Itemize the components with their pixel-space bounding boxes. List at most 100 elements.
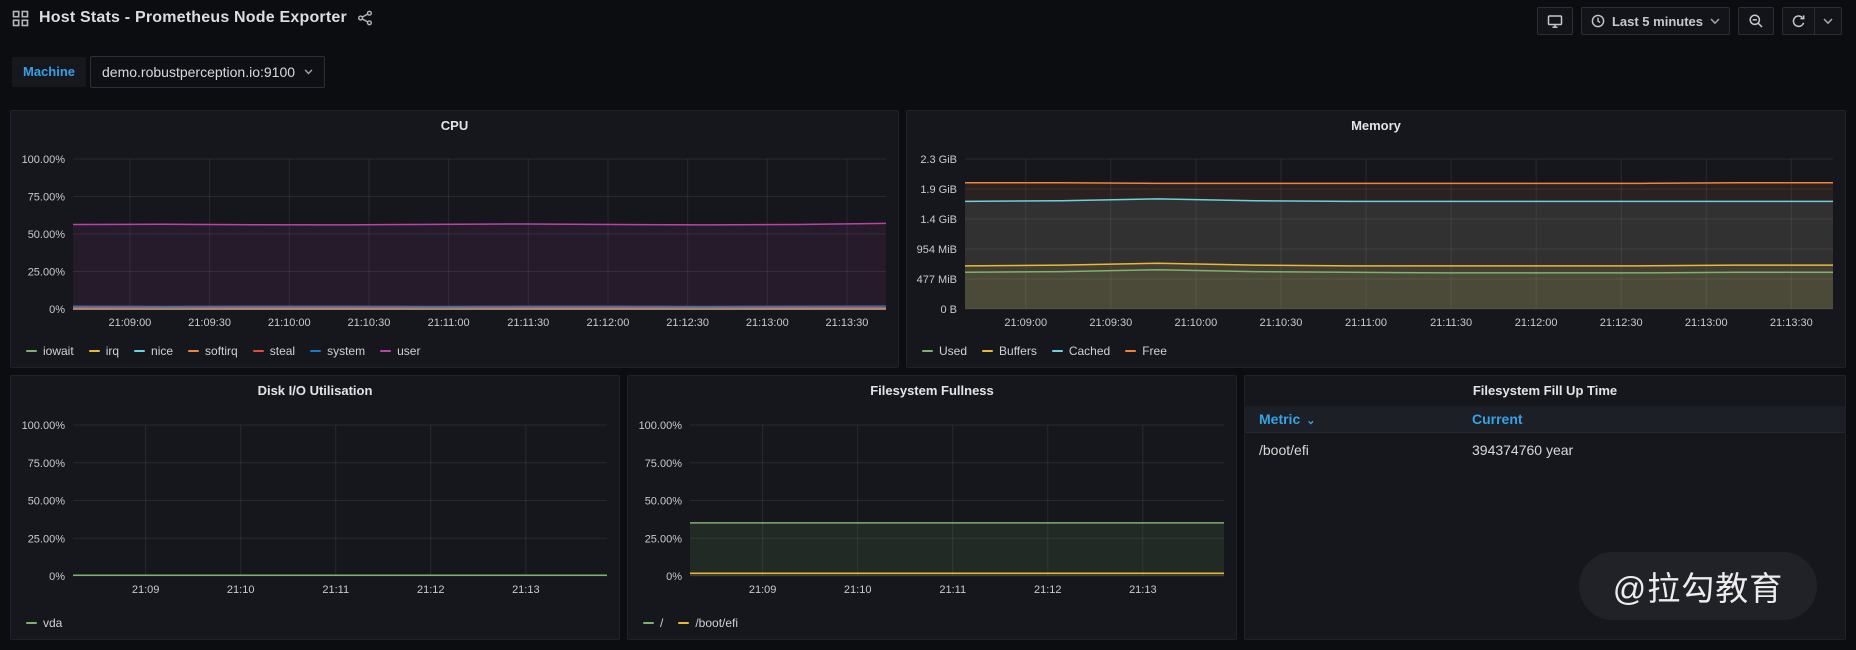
table-header-row: Metric ⌄ Current (1245, 406, 1845, 433)
series-fill-user (73, 223, 886, 309)
panel-title[interactable]: Filesystem Fill Up Time (1472, 383, 1618, 398)
legend-label: vda (43, 616, 63, 630)
x-axis-tick-label: 21:09:30 (1089, 317, 1132, 329)
cpu-chart[interactable]: 100.00% 75.00% 50.00% 25.00% 0% 21:09:00 21:09… (11, 111, 898, 367)
panel-title[interactable]: CPU (440, 118, 469, 133)
column-label: Metric (1259, 411, 1301, 427)
x-axis-tick-label: 21:11 (322, 584, 349, 596)
series-fill-/ (690, 522, 1224, 576)
filesystem-fullness-chart[interactable]: 100.00% 75.00% 50.00% 25.00% 0% 21:09 21:10 21:… (628, 376, 1236, 639)
legend-item-steal[interactable]: steal (252, 344, 295, 358)
clock-icon (1591, 14, 1605, 28)
legend-item-user[interactable]: user (380, 344, 420, 358)
legend-item-Used[interactable]: Used (922, 344, 967, 358)
legend-label: Used (939, 344, 968, 358)
series-line-Free (965, 181, 1833, 185)
refresh-button-group (1782, 7, 1842, 35)
legend-item-nice[interactable]: nice (134, 344, 173, 358)
share-icon[interactable] (357, 10, 373, 26)
x-axis-tick-label: 21:10:00 (1174, 317, 1217, 329)
chevron-down-icon (304, 69, 313, 75)
series-fill-Cached (965, 198, 1833, 309)
x-axis-tick-label: 21:10 (227, 584, 255, 596)
y-axis-tick-label: 25.00% (28, 267, 66, 279)
legend-item-irq[interactable]: irq (88, 344, 120, 358)
variable-machine-select[interactable]: demo.robustperception.io:9100 (90, 56, 326, 88)
x-axis-tick-label: 21:10:30 (1260, 317, 1303, 329)
disk-io-chart[interactable]: 100.00% 75.00% 50.00% 25.00% 0% 21:09 21:10 21:… (11, 376, 619, 639)
x-axis-tick-label: 21:12:30 (1600, 317, 1643, 329)
y-axis-tick-label: 0% (49, 304, 65, 316)
y-axis-tick-label: 2.3 GiB (920, 154, 957, 166)
panel-title[interactable]: Disk I/O Utilisation (257, 383, 373, 398)
legend-item-/boot/efi[interactable]: /boot/efi (678, 616, 738, 630)
dashboard-toolbar: Last 5 minutes (1536, 7, 1842, 35)
time-range-picker[interactable]: Last 5 minutes (1580, 7, 1730, 35)
watermark: @拉勾教育 (1579, 552, 1817, 620)
legend-swatch (26, 622, 37, 624)
y-axis-tick-label: 50.00% (645, 496, 683, 508)
legend-swatch (643, 622, 654, 624)
memory-legend: Used Buffers Cached Free (922, 344, 1167, 358)
table-row[interactable]: /boot/efi 394374760 year (1245, 433, 1845, 467)
y-axis-tick-label: 100.00% (22, 420, 66, 432)
legend-label: system (327, 344, 366, 358)
legend-item-Free[interactable]: Free (1125, 344, 1167, 358)
dashboard-apps-icon[interactable] (12, 10, 29, 27)
zoom-out-button[interactable] (1738, 7, 1774, 35)
legend-item-Buffers[interactable]: Buffers (982, 344, 1037, 358)
refresh-button[interactable] (1783, 8, 1814, 34)
x-axis-tick-label: 21:09 (132, 584, 160, 596)
tv-mode-button[interactable] (1536, 7, 1573, 35)
panel-filesystem-fullness: Filesystem Fullness 100.00% 75.00% 50.00% 2… (627, 375, 1237, 640)
legend-label: / (660, 616, 664, 630)
monitor-icon (1547, 14, 1563, 29)
dashboard-title: Host Stats - Prometheus Node Exporter (39, 9, 347, 26)
y-axis-tick-label: 25.00% (645, 533, 683, 545)
legend-swatch (88, 350, 100, 352)
y-axis-tick-label: 1.9 GiB (920, 184, 957, 196)
legend-swatch (134, 350, 146, 352)
y-axis-tick-label: 100.00% (22, 154, 66, 166)
table-header-metric[interactable]: Metric ⌄ (1245, 411, 1458, 427)
table-cell: /boot/efi (1259, 442, 1309, 458)
panel-title[interactable]: Memory (1351, 118, 1401, 133)
legend-swatch (922, 350, 933, 352)
y-axis-tick-label: 0% (666, 571, 682, 583)
panel-memory: Memory 2.3 GiB 1.9 GiB 1.4 GiB 954 MiB 477 M… (906, 110, 1846, 368)
memory-chart[interactable]: 2.3 GiB 1.9 GiB 1.4 GiB 954 MiB 477 MiB 0 B 21… (907, 111, 1845, 367)
legend-swatch (26, 350, 37, 352)
legend-item-Cached[interactable]: Cached (1051, 344, 1110, 358)
panel-filesystem-fill-up-time: Filesystem Fill Up Time Metric ⌄ Current/b… (1244, 375, 1846, 640)
dashboard-header: Host Stats - Prometheus Node Exporter La… (0, 0, 1856, 42)
legend-item-/[interactable]: / (643, 616, 663, 630)
legend-label: /boot/efi (695, 616, 739, 630)
legend-label: irq (105, 344, 120, 358)
cpu-legend: iowait irq nice softirq steal system user (26, 344, 420, 358)
filesystem-fullness-legend: / /boot/efi (643, 616, 738, 630)
x-axis-tick-label: 21:12:30 (666, 317, 709, 329)
x-axis-tick-label: 21:13:00 (746, 317, 789, 329)
x-axis-tick-label: 21:13:00 (1685, 317, 1728, 329)
panel-title[interactable]: Filesystem Fullness (870, 383, 994, 398)
time-range-label: Last 5 minutes (1611, 13, 1703, 29)
refresh-icon (1791, 14, 1806, 29)
x-axis-tick-label: 21:11 (939, 584, 966, 596)
x-axis-tick-label: 21:10 (844, 584, 872, 596)
legend-item-softirq[interactable]: softirq (188, 344, 238, 358)
y-axis-tick-label: 100.00% (639, 420, 683, 432)
submenu-variables: Machine demo.robustperception.io:9100 (12, 56, 326, 88)
refresh-interval-dropdown[interactable] (1814, 8, 1841, 34)
panel-cpu: CPU 100.00% 75.00% 50.00% 25.00% 0% 21:09:00 2… (10, 110, 899, 368)
table-cell: 394374760 year (1472, 442, 1574, 458)
sort-caret-icon: ⌄ (1306, 415, 1316, 427)
legend-item-iowait[interactable]: iowait (26, 344, 74, 358)
legend-item-vda[interactable]: vda (26, 616, 62, 630)
legend-item-system[interactable]: system (310, 344, 365, 358)
x-axis-tick-label: 21:12:00 (587, 317, 630, 329)
x-axis-tick-label: 21:13:30 (1770, 317, 1813, 329)
table-header-current[interactable]: Current (1458, 411, 1845, 427)
x-axis-tick-label: 21:13 (512, 584, 540, 596)
panel-disk-io: Disk I/O Utilisation 100.00% 75.00% 50.00%… (10, 375, 620, 640)
y-axis-tick-label: 50.00% (28, 229, 66, 241)
